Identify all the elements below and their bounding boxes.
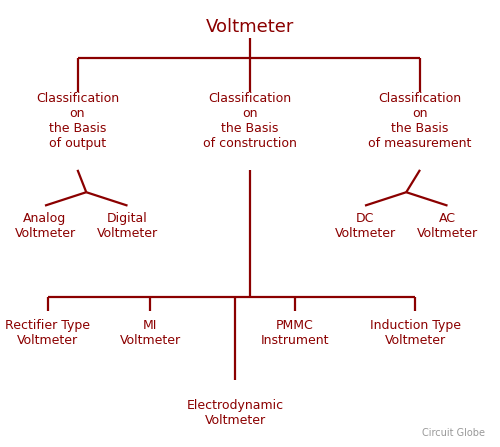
- Text: PMMC
Instrument: PMMC Instrument: [261, 319, 329, 347]
- Text: MI
Voltmeter: MI Voltmeter: [120, 319, 180, 347]
- Text: DC
Voltmeter: DC Voltmeter: [334, 212, 396, 240]
- Text: Classification
on
the Basis
of measurement: Classification on the Basis of measureme…: [368, 92, 472, 150]
- Text: Analog
Voltmeter: Analog Voltmeter: [14, 212, 76, 240]
- Text: Classification
on
the Basis
of construction: Classification on the Basis of construct…: [203, 92, 297, 150]
- Text: Voltmeter: Voltmeter: [206, 18, 294, 36]
- Text: Electrodynamic
Voltmeter: Electrodynamic Voltmeter: [186, 400, 284, 427]
- Text: Classification
on
the Basis
of output: Classification on the Basis of output: [36, 92, 119, 150]
- Text: Circuit Globe: Circuit Globe: [422, 428, 485, 438]
- Text: Induction Type
Voltmeter: Induction Type Voltmeter: [370, 319, 460, 347]
- Text: Digital
Voltmeter: Digital Voltmeter: [97, 212, 158, 240]
- Text: AC
Voltmeter: AC Voltmeter: [417, 212, 478, 240]
- Text: Rectifier Type
Voltmeter: Rectifier Type Voltmeter: [5, 319, 90, 347]
